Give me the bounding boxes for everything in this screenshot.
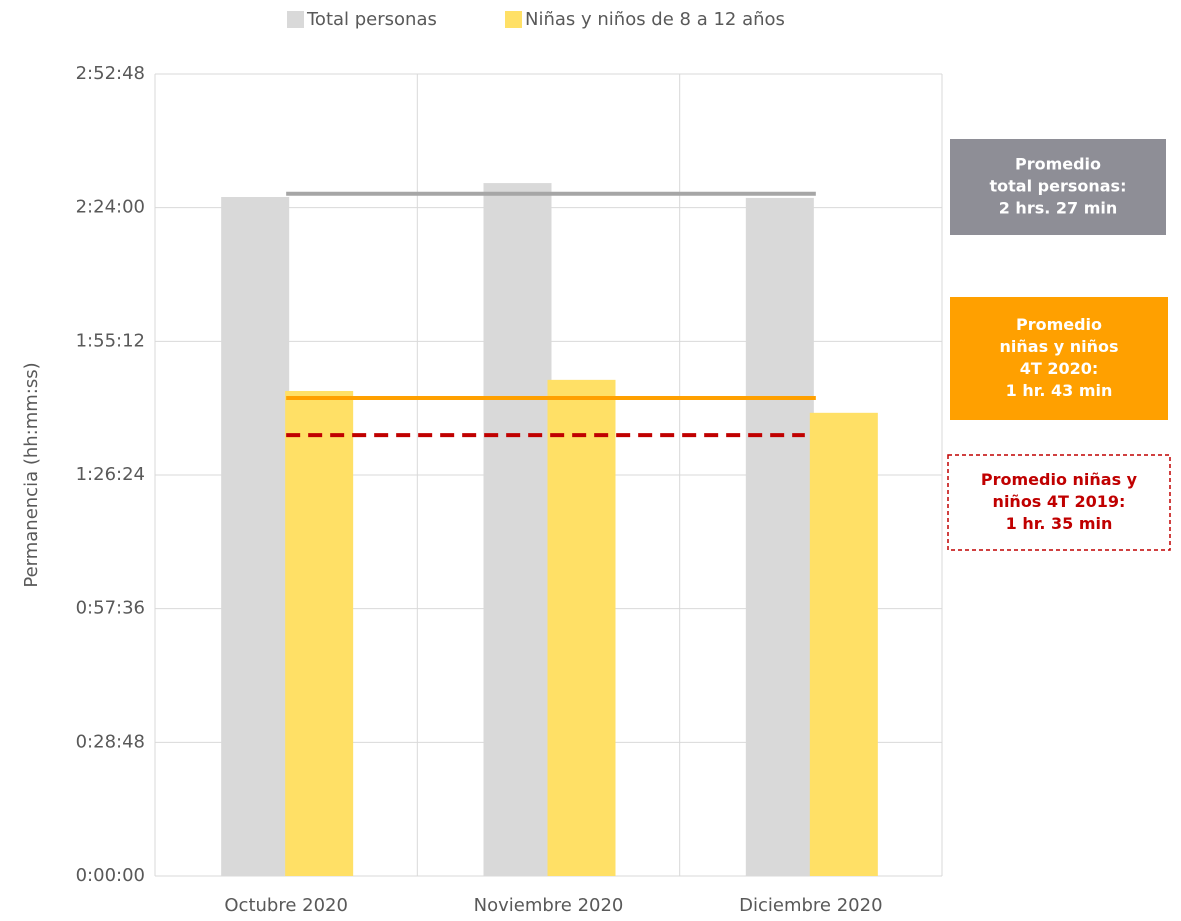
legend-swatch [287,11,304,28]
y-tick-label: 2:24:00 [76,197,145,218]
y-tick-label: 2:52:48 [76,63,145,84]
legend-swatch [505,11,522,28]
annotation-text: 1 hr. 43 min [1006,381,1113,400]
bar [809,412,878,876]
annotation-text: niñas y niños [1000,337,1119,356]
annotation-text: 4T 2020: [1020,359,1099,378]
x-tick-label: Noviembre 2020 [474,895,624,916]
x-tick-label: Octubre 2020 [224,895,348,916]
bar [285,390,354,876]
annotation-box: Promedio niñas y niños 4T 2020: 1 hr. 43 mi… [950,297,1168,420]
annotation-bg [950,297,1168,420]
y-tick-label: 1:26:24 [76,464,145,485]
annotation-text: total personas: [990,177,1127,196]
annotation-text: niños 4T 2019: [993,492,1126,511]
y-tick-label: 0:57:36 [76,598,145,619]
bar [483,183,552,876]
annotation-text: 2 hrs. 27 min [999,199,1118,218]
y-axis-title: Permanencia (hh:mm:ss) [21,362,42,587]
legend-label: Total personas [306,9,437,30]
annotation-text: Promedio [1016,315,1102,334]
bar [547,379,616,876]
y-tick-label: 0:00:00 [76,865,145,886]
annotation-box: Promedio niñas y niños 4T 2019: 1 hr. 35 m… [947,454,1171,551]
y-tick-label: 1:55:12 [76,330,145,351]
annotation-bg [950,139,1166,235]
x-tick-label: Diciembre 2020 [739,895,882,916]
bar [745,197,814,876]
annotation-bg [947,454,1171,551]
annotation-box: Promedio total personas: 2 hrs. 27 min [950,139,1166,235]
annotation-text: Promedio [1015,155,1101,174]
bar [221,196,290,877]
annotation-text: Promedio niñas y [981,470,1138,489]
y-tick-label: 0:28:48 [76,731,145,752]
legend-label: Niñas y niños de 8 a 12 años [525,9,785,30]
annotation-text: 1 hr. 35 min [1006,514,1113,533]
